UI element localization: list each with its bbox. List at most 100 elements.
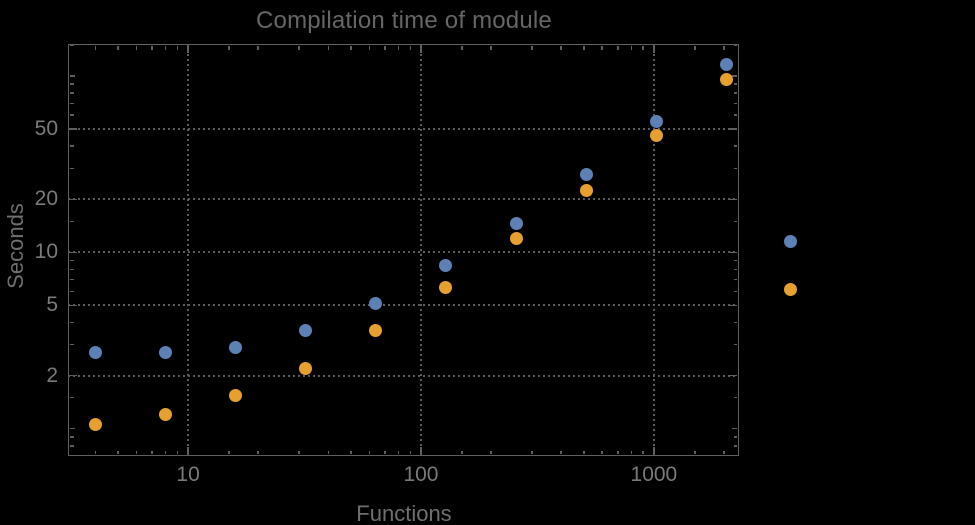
tick-mark <box>397 46 400 50</box>
tick-mark <box>70 268 74 271</box>
tick-mark <box>583 450 585 454</box>
tick-mark <box>187 46 189 53</box>
tick-mark <box>70 445 74 447</box>
tick-mark <box>409 46 412 50</box>
tick-mark <box>368 46 371 50</box>
y-tick-label: 10 <box>34 240 58 264</box>
tick-mark <box>730 304 737 307</box>
tick-mark <box>70 128 77 130</box>
data-point-series-1 <box>509 217 523 231</box>
tick-mark <box>461 450 463 454</box>
tick-mark <box>560 450 562 454</box>
tick-mark <box>733 102 737 105</box>
data-point-series-2 <box>509 231 523 245</box>
tick-mark <box>723 46 725 50</box>
y-tick-label: 2 <box>46 363 58 387</box>
data-point-series-1 <box>369 297 383 311</box>
data-point-series-2 <box>299 361 313 375</box>
x-tick-label: 100 <box>403 463 439 486</box>
x-tick-label: 1000 <box>630 463 678 486</box>
tick-mark <box>490 46 492 50</box>
tick-mark <box>733 259 737 262</box>
tick-mark <box>70 114 74 116</box>
tick-mark <box>257 46 259 50</box>
data-point-series-2 <box>439 281 453 295</box>
tick-mark <box>461 46 463 50</box>
tick-mark <box>531 46 533 50</box>
tick-mark <box>420 46 422 53</box>
tick-mark <box>70 374 77 377</box>
tick-mark <box>733 145 737 147</box>
tick-mark <box>733 445 737 447</box>
tick-mark <box>298 46 300 50</box>
y-gridline <box>68 128 739 131</box>
tick-mark <box>694 450 696 454</box>
data-point-series-2 <box>229 388 243 402</box>
tick-mark <box>94 46 97 50</box>
y-tick-label: 20 <box>34 187 58 211</box>
tick-mark <box>70 145 74 147</box>
data-point-series-2 <box>719 72 733 86</box>
tick-mark <box>732 427 737 430</box>
tick-mark <box>630 450 633 454</box>
tick-mark <box>176 450 179 454</box>
y-gridline <box>68 374 739 377</box>
y-gridline <box>68 251 739 254</box>
tick-mark <box>70 321 74 324</box>
tick-mark <box>117 46 119 50</box>
plot-frame <box>68 44 739 456</box>
tick-mark <box>228 46 230 50</box>
y-gridline <box>68 198 739 201</box>
tick-mark <box>642 46 644 50</box>
data-point-series-2 <box>579 183 593 197</box>
data-point-series-1 <box>719 57 733 71</box>
legend-marker-1 <box>783 234 797 248</box>
data-point-series-2 <box>88 418 102 432</box>
tick-mark <box>384 46 386 50</box>
tick-mark <box>70 396 74 399</box>
tick-mark <box>70 251 77 254</box>
tick-mark <box>694 46 696 50</box>
chart-title: Compilation time of module <box>255 7 552 34</box>
tick-mark <box>327 450 330 454</box>
tick-mark <box>653 46 655 53</box>
tick-mark <box>350 450 352 454</box>
tick-mark <box>723 450 725 454</box>
tick-mark <box>70 259 74 262</box>
tick-mark <box>733 167 737 169</box>
tick-mark <box>733 436 737 438</box>
tick-mark <box>642 450 644 454</box>
legend-marker-2 <box>783 282 797 296</box>
x-gridline <box>419 44 422 456</box>
tick-mark <box>164 450 167 454</box>
tick-mark <box>617 450 619 454</box>
tick-mark <box>298 450 300 454</box>
tick-mark <box>164 46 167 50</box>
data-point-series-1 <box>229 340 243 354</box>
tick-mark <box>733 278 737 281</box>
tick-mark <box>730 128 737 130</box>
tick-mark <box>733 92 737 94</box>
data-point-series-2 <box>369 324 383 338</box>
tick-mark <box>560 46 562 50</box>
tick-mark <box>70 102 74 105</box>
tick-mark <box>327 46 330 50</box>
tick-mark <box>151 450 153 454</box>
data-point-series-1 <box>579 168 593 182</box>
data-point-series-1 <box>88 346 102 360</box>
tick-mark <box>70 75 75 77</box>
tick-mark <box>176 46 179 50</box>
tick-mark <box>409 450 412 454</box>
x-axis-label: Functions <box>356 501 452 525</box>
tick-mark <box>135 450 138 454</box>
tick-mark <box>397 450 400 454</box>
data-point-series-1 <box>299 324 313 338</box>
tick-mark <box>135 46 138 50</box>
tick-mark <box>70 427 75 430</box>
tick-mark <box>420 447 422 454</box>
tick-mark <box>228 450 230 454</box>
tick-mark <box>94 450 97 454</box>
tick-mark <box>70 44 74 46</box>
tick-mark <box>733 114 737 116</box>
tick-mark <box>733 83 737 85</box>
